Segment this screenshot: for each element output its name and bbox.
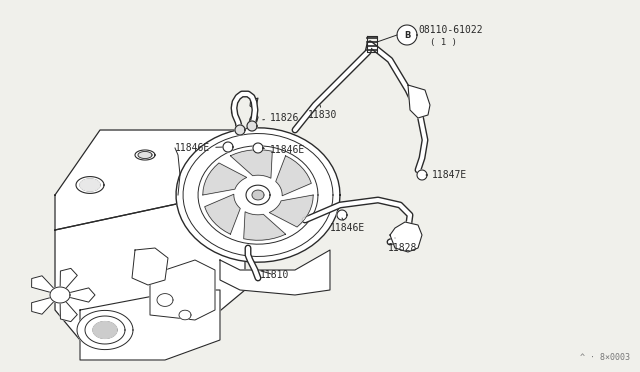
Polygon shape bbox=[176, 128, 340, 262]
Polygon shape bbox=[246, 185, 270, 205]
Polygon shape bbox=[223, 142, 233, 152]
Polygon shape bbox=[198, 146, 318, 244]
Polygon shape bbox=[276, 156, 311, 196]
Polygon shape bbox=[55, 130, 245, 230]
Text: ^ · 8×0003: ^ · 8×0003 bbox=[580, 353, 630, 362]
Polygon shape bbox=[138, 151, 152, 158]
Polygon shape bbox=[179, 310, 191, 320]
Polygon shape bbox=[60, 288, 95, 302]
Polygon shape bbox=[80, 290, 220, 360]
Polygon shape bbox=[220, 250, 330, 295]
Text: 08110-61022: 08110-61022 bbox=[418, 25, 483, 35]
Text: 11846E: 11846E bbox=[330, 218, 365, 233]
Polygon shape bbox=[252, 190, 264, 200]
Text: 11847E: 11847E bbox=[426, 170, 467, 180]
Polygon shape bbox=[230, 150, 272, 178]
Polygon shape bbox=[76, 177, 104, 193]
Polygon shape bbox=[31, 295, 60, 314]
Polygon shape bbox=[203, 163, 246, 195]
Polygon shape bbox=[253, 143, 263, 153]
Text: B: B bbox=[404, 31, 410, 39]
Text: 11826: 11826 bbox=[263, 113, 300, 123]
Polygon shape bbox=[135, 150, 155, 160]
Polygon shape bbox=[408, 85, 430, 118]
Polygon shape bbox=[244, 212, 285, 240]
Polygon shape bbox=[80, 179, 100, 191]
Text: 11846E: 11846E bbox=[175, 143, 222, 153]
Polygon shape bbox=[93, 322, 117, 339]
Text: 11846E: 11846E bbox=[263, 145, 305, 155]
Polygon shape bbox=[205, 194, 240, 234]
Polygon shape bbox=[31, 276, 60, 295]
Text: 11830: 11830 bbox=[308, 105, 337, 120]
Text: ( 1 ): ( 1 ) bbox=[430, 38, 457, 46]
Polygon shape bbox=[397, 25, 417, 45]
Polygon shape bbox=[132, 248, 168, 285]
Polygon shape bbox=[60, 295, 77, 322]
Polygon shape bbox=[77, 310, 133, 350]
Polygon shape bbox=[55, 175, 245, 340]
Polygon shape bbox=[247, 121, 257, 131]
Polygon shape bbox=[269, 195, 313, 227]
Polygon shape bbox=[235, 125, 245, 135]
Polygon shape bbox=[150, 260, 215, 320]
Polygon shape bbox=[60, 268, 77, 295]
Polygon shape bbox=[157, 294, 173, 307]
Polygon shape bbox=[50, 287, 70, 303]
Polygon shape bbox=[417, 170, 427, 180]
Text: 11810: 11810 bbox=[260, 270, 289, 280]
Polygon shape bbox=[390, 222, 422, 252]
Text: 11828: 11828 bbox=[388, 238, 417, 253]
Polygon shape bbox=[337, 210, 347, 220]
